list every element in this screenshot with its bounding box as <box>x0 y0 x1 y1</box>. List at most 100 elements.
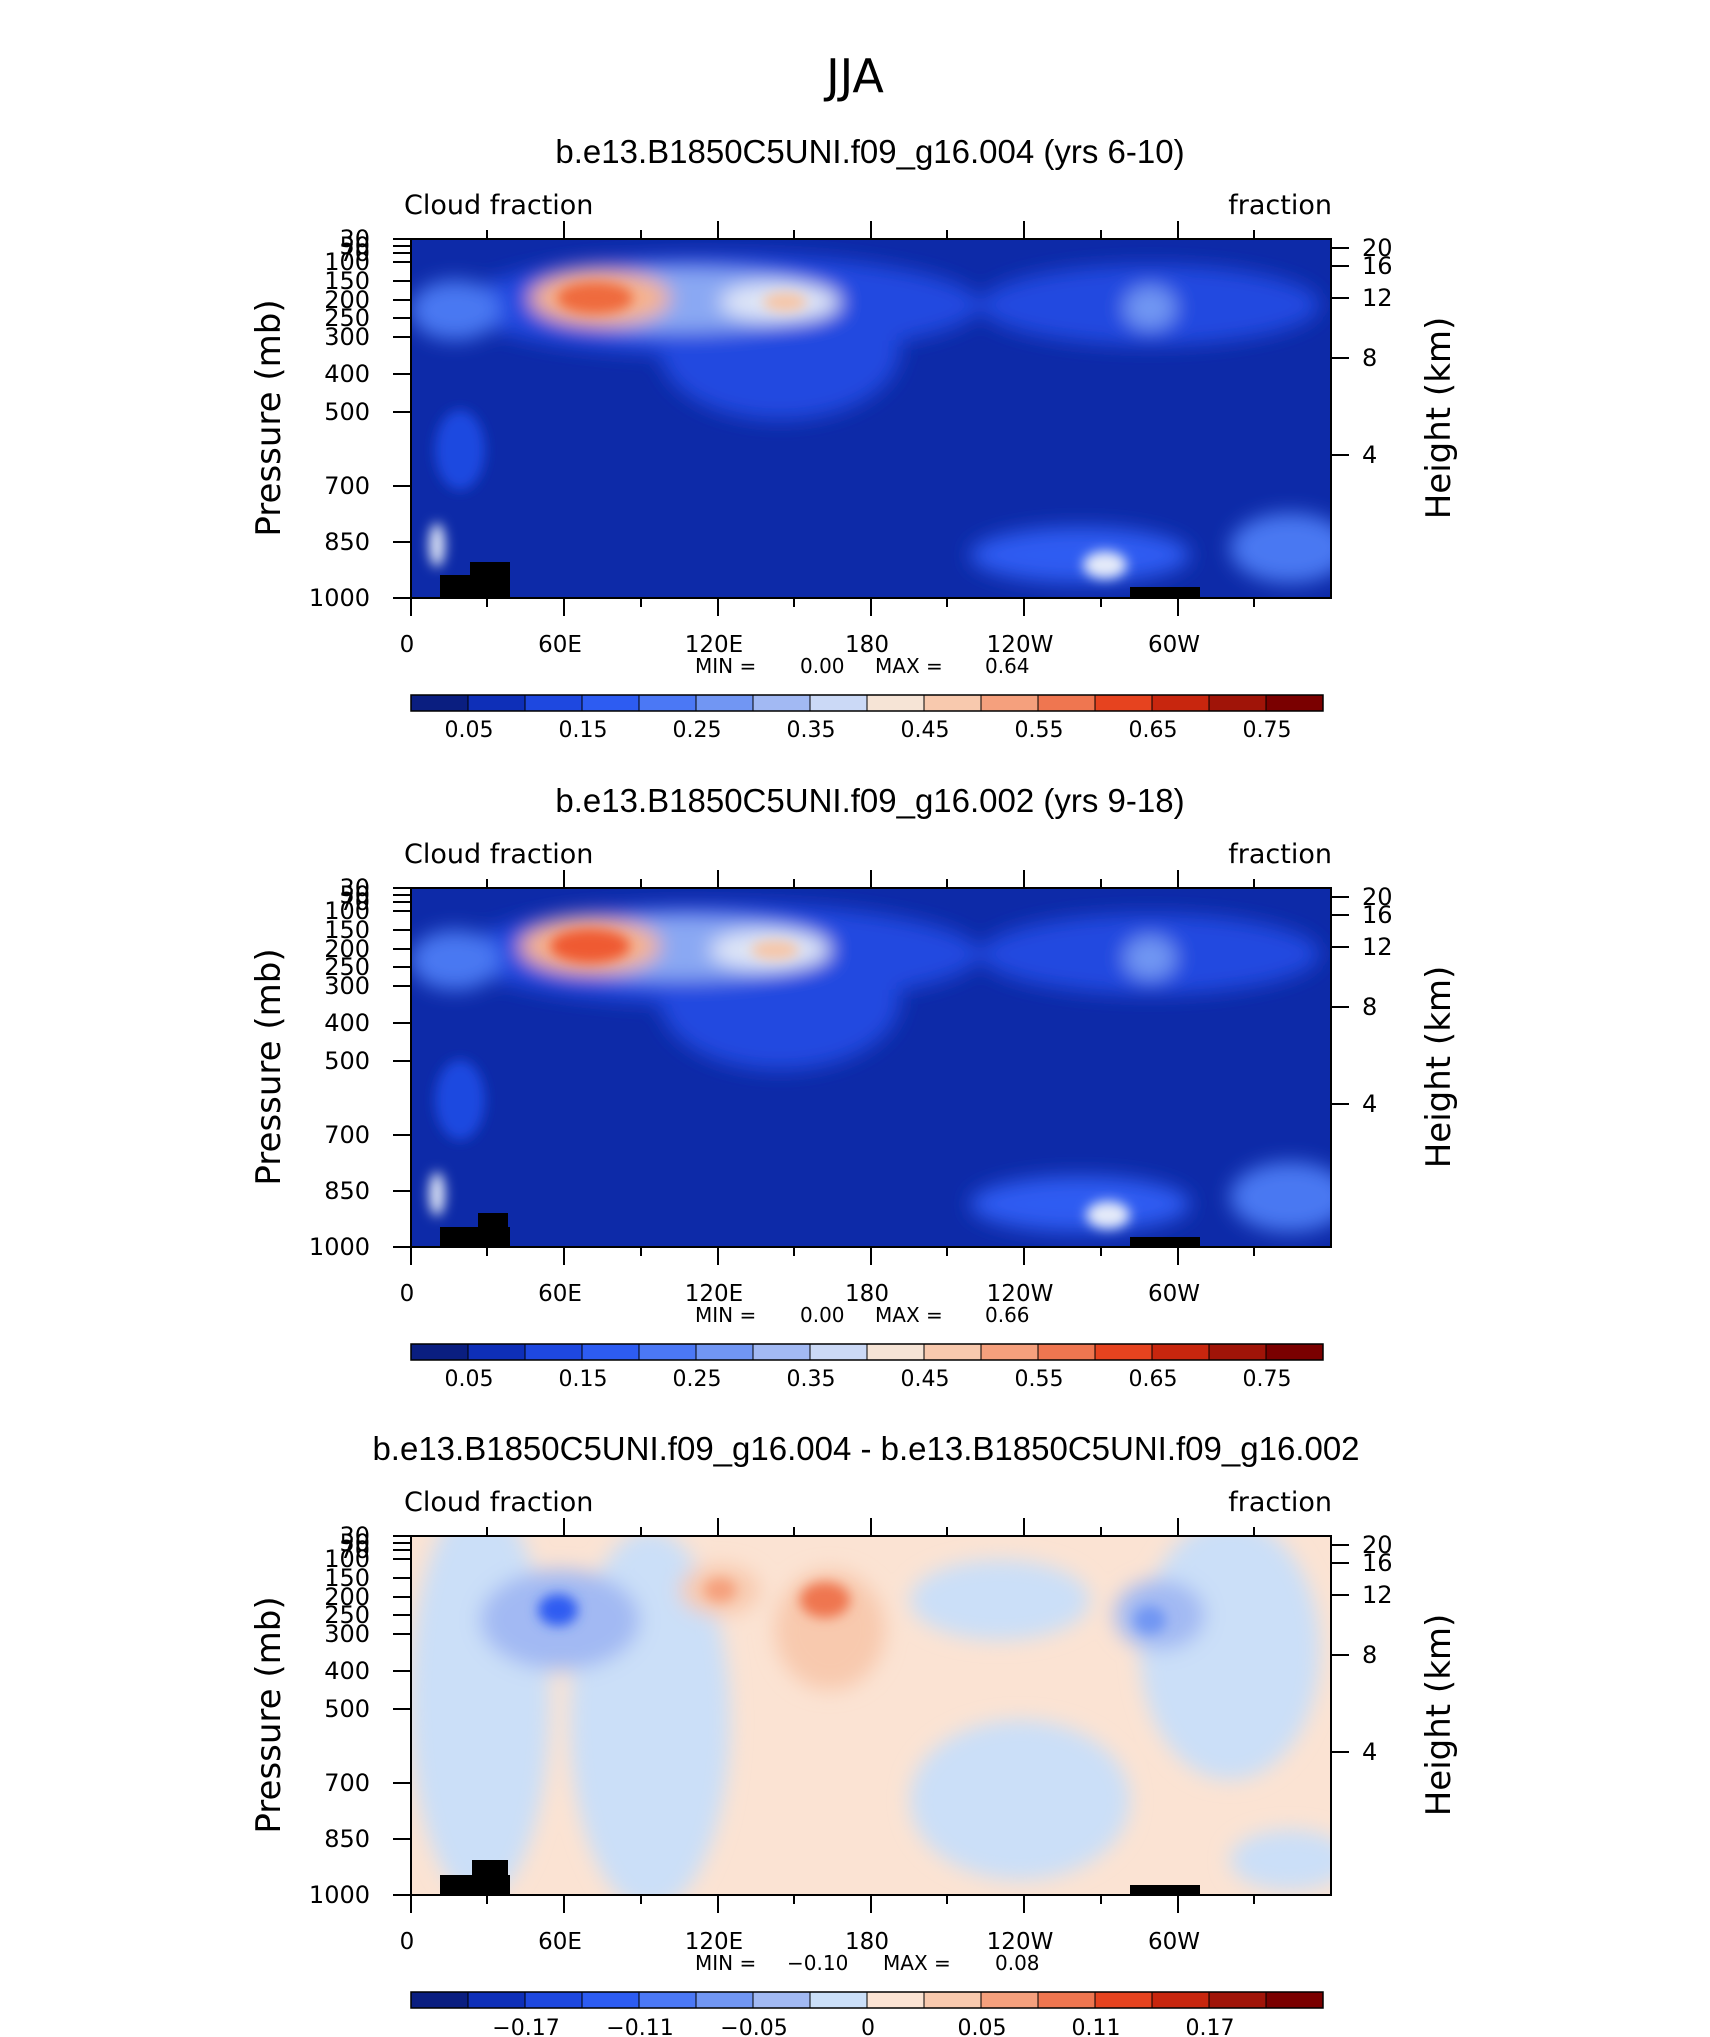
panel-3: b.e13.B1850C5UNI.f09_g16.004 - b.e13.B18… <box>249 1430 1459 2037</box>
colorbar-label: −0.05 <box>720 2016 787 2037</box>
colorbar-label: 0.05 <box>958 2016 1007 2037</box>
panel-2-yticks: 1000 850 700 500 400 300 250 200 150 100… <box>309 874 411 1261</box>
panel-2: b.e13.B1850C5UNI.f09_g16.002 (yrs 9-18) … <box>249 782 1459 1392</box>
panel-1-max-value: 0.64 <box>985 654 1030 678</box>
panel-2-y2tick-label: 8 <box>1362 993 1377 1021</box>
panel-3-ytick-label: 70 <box>339 1536 370 1564</box>
panel-2-right-label: fraction <box>1228 839 1332 870</box>
colorbar-swatch <box>582 1992 640 2008</box>
colorbar-swatch <box>1266 1344 1324 1360</box>
panel-2-xtick-label: 60W <box>1148 1281 1200 1307</box>
panel-2-ytick-label: 30 <box>339 874 370 902</box>
panel-1-xtick-label: 60E <box>538 632 582 658</box>
panel-2-ytick-label: 300 <box>324 972 370 1000</box>
panel-3-colorbar <box>410 1991 1324 2009</box>
panel-3-ytick-label: 30 <box>339 1522 370 1550</box>
colorbar-swatch <box>411 1344 469 1360</box>
colorbar-swatch <box>411 1992 469 2008</box>
panel-1-left-label: Cloud fraction <box>404 190 593 221</box>
panel-1-xtick-label: 180 <box>845 632 889 658</box>
colorbar-swatch <box>981 1344 1039 1360</box>
panel-1-ytick-label: 400 <box>324 360 370 388</box>
panel-1-yticks: 1000 850 700 500 400 300 250 200 150 100… <box>309 225 411 612</box>
colorbar-label: 0.45 <box>901 718 950 743</box>
panel-2-ytick-label: 250 <box>324 953 370 981</box>
panel-2-ytick-label: 100 <box>324 897 370 925</box>
panel-1-y2tick-label: 16 <box>1362 252 1393 280</box>
colorbar-label: 0.15 <box>559 718 608 743</box>
panel-2-title: b.e13.B1850C5UNI.f09_g16.002 (yrs 9-18) <box>555 782 1184 819</box>
colorbar-swatch <box>696 1344 754 1360</box>
colorbar-label: 0.25 <box>673 718 722 743</box>
panel-2-ylabel: Pressure (mb) <box>249 948 289 1185</box>
panel-3-xtick-label: 60W <box>1148 1929 1200 1955</box>
panel-2-colorbar <box>410 1343 1324 1361</box>
panel-1-y2ticks: 20 16 12 8 4 <box>1331 234 1393 469</box>
panel-1-title: b.e13.B1850C5UNI.f09_g16.004 (yrs 6-10) <box>555 133 1184 170</box>
panel-3-y2label: Height (km) <box>1419 1614 1459 1817</box>
colorbar-swatch <box>468 1344 526 1360</box>
colorbar-border <box>410 1343 1324 1361</box>
panel-1: b.e13.B1850C5UNI.f09_g16.004 (yrs 6-10) … <box>249 133 1459 743</box>
panel-1-ytick-label: 50 <box>339 232 370 260</box>
panel-2-left-label: Cloud fraction <box>404 839 593 870</box>
colorbar-swatch <box>1152 695 1210 711</box>
colorbar-border <box>410 1991 1324 2009</box>
panel-1-ytick-label: 30 <box>339 225 370 253</box>
panel-2-max-value: 0.66 <box>985 1303 1030 1327</box>
panel-1-colorbar <box>410 694 1324 712</box>
colorbar-swatch <box>639 695 697 711</box>
colorbar-swatch <box>468 1992 526 2008</box>
colorbar-swatch <box>1209 1992 1267 2008</box>
figure-title: JJA <box>823 49 884 103</box>
panel-3-y2tick-label: 16 <box>1362 1549 1393 1577</box>
panel-3-ytick-label: 500 <box>324 1695 370 1723</box>
panel-1-ytick-label: 200 <box>324 286 370 314</box>
panel-1-ytick-label: 700 <box>324 472 370 500</box>
panel-3-max-value: 0.08 <box>995 1951 1040 1975</box>
panel-3-title: b.e13.B1850C5UNI.f09_g16.004 - b.e13.B18… <box>372 1430 1359 1467</box>
panel-2-field <box>411 888 1331 1247</box>
colorbar-swatch <box>753 695 811 711</box>
panel-3-xtick-label: 120E <box>685 1929 743 1955</box>
panel-1-xtick-label: 120E <box>685 632 743 658</box>
panel-1-ytick-label: 70 <box>339 239 370 267</box>
colorbar-swatch <box>639 1344 697 1360</box>
panel-3-y2tick-label: 4 <box>1362 1738 1377 1766</box>
panel-3-min-label: MIN = <box>695 1951 756 1975</box>
panel-3-min-value: −0.10 <box>787 1951 848 1975</box>
panel-2-ytick-label: 1000 <box>309 1233 370 1261</box>
colorbar-swatch <box>867 1992 925 2008</box>
panel-1-y2tick-label: 4 <box>1362 441 1377 469</box>
colorbar-swatch <box>1152 1992 1210 2008</box>
colorbar-swatch <box>867 1344 925 1360</box>
panel-1-y2tick-label: 12 <box>1362 284 1393 312</box>
colorbar-swatch <box>525 695 583 711</box>
colorbar-swatch <box>696 1992 754 2008</box>
colorbar-swatch <box>639 1992 697 2008</box>
colorbar-label: 0.25 <box>673 1367 722 1392</box>
panel-3-y2ticks: 20 16 12 8 4 <box>1331 1531 1393 1766</box>
panel-2-xtick-label: 180 <box>845 1281 889 1307</box>
colorbar-swatch <box>468 695 526 711</box>
panel-2-ytick-label: 70 <box>339 888 370 916</box>
colorbar-label: 0.65 <box>1129 718 1178 743</box>
colorbar-swatch <box>810 1344 868 1360</box>
panel-2-colorbar-labels: 0.05 0.15 0.25 0.35 0.45 0.55 0.65 0.75 <box>445 1367 1292 1392</box>
colorbar-label: 0.65 <box>1129 1367 1178 1392</box>
panel-2-ytick-label: 150 <box>324 916 370 944</box>
panel-3-left-label: Cloud fraction <box>404 1487 593 1518</box>
colorbar-swatch <box>1209 695 1267 711</box>
panel-1-ytick-label: 500 <box>324 398 370 426</box>
panel-1-xtick-label: 0 <box>400 632 415 658</box>
panel-3-xtick-label: 120W <box>987 1929 1054 1955</box>
panel-3-ytick-label: 700 <box>324 1769 370 1797</box>
colorbar-swatch <box>753 1992 811 2008</box>
colorbar-label: 0.45 <box>901 1367 950 1392</box>
panel-1-field <box>411 239 1331 598</box>
colorbar-swatch <box>1038 1344 1096 1360</box>
panel-2-max-label: MAX = <box>875 1303 943 1327</box>
colorbar-swatch <box>981 695 1039 711</box>
panel-2-y2tick-label: 12 <box>1362 933 1393 961</box>
